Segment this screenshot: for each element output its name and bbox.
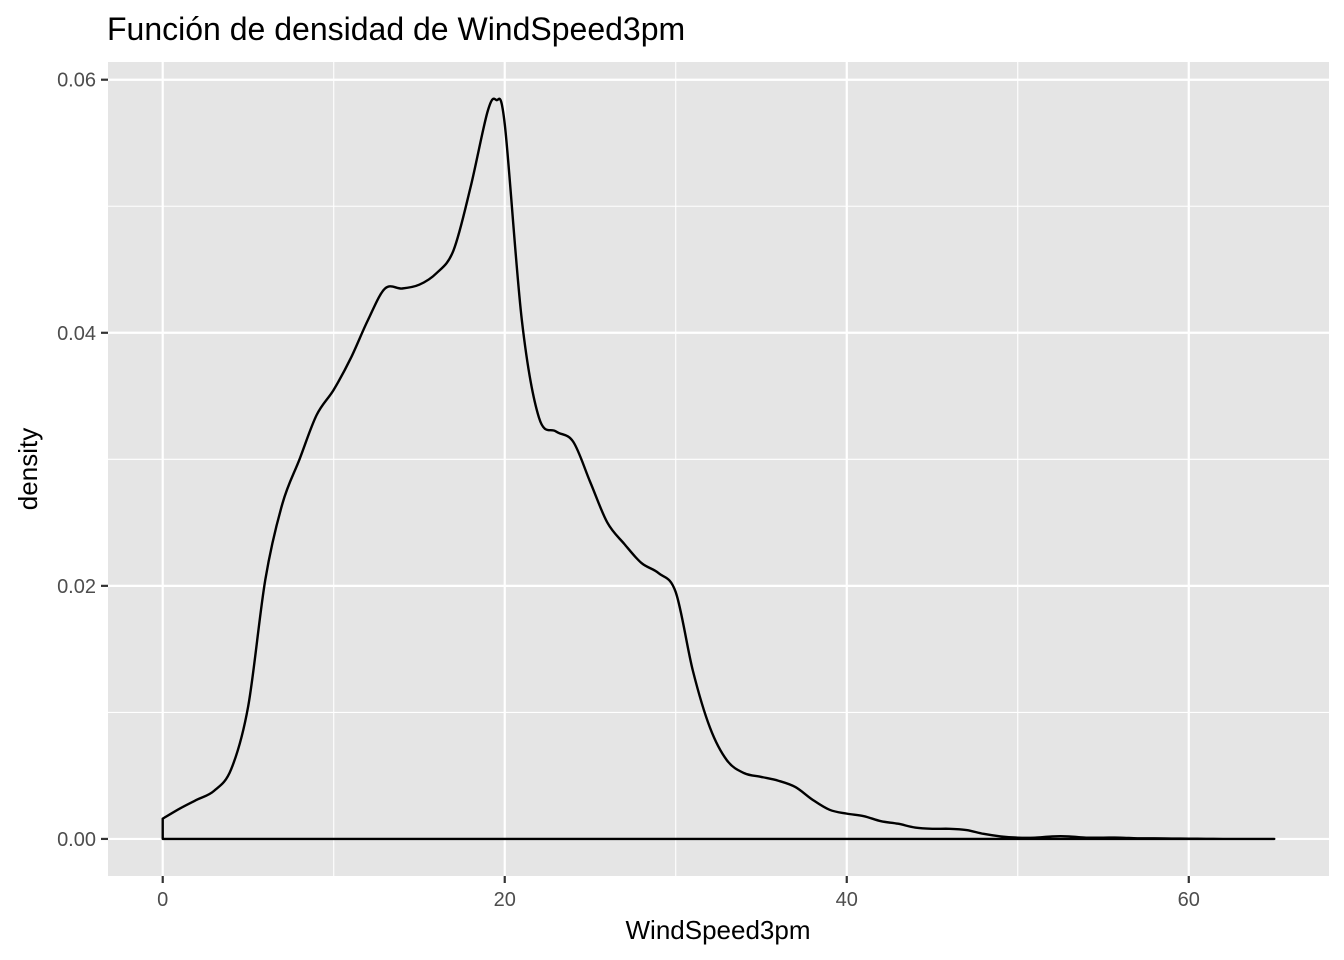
x-tick-label: 0	[157, 889, 168, 911]
y-axis: 0.00 0.02 0.04 0.06	[57, 70, 108, 851]
x-axis-title: WindSpeed3pm	[626, 915, 811, 945]
y-tick-label: 0.04	[57, 323, 96, 345]
y-axis-title: density	[13, 428, 43, 510]
x-axis: 0 20 40 60	[157, 876, 1200, 911]
y-tick-label: 0.00	[57, 829, 96, 851]
x-tick-label: 60	[1178, 889, 1200, 911]
x-tick-label: 20	[494, 889, 516, 911]
y-tick-label: 0.02	[57, 576, 96, 598]
y-tick-label: 0.06	[57, 70, 96, 92]
density-curve-series-0	[161, 97, 1276, 841]
plot-panel	[108, 62, 1329, 876]
chart-title: Función de densidad de WindSpeed3pm	[107, 11, 685, 47]
minor-gridlines	[108, 62, 1329, 876]
density-layer	[161, 97, 1276, 841]
x-tick-label: 40	[836, 889, 858, 911]
